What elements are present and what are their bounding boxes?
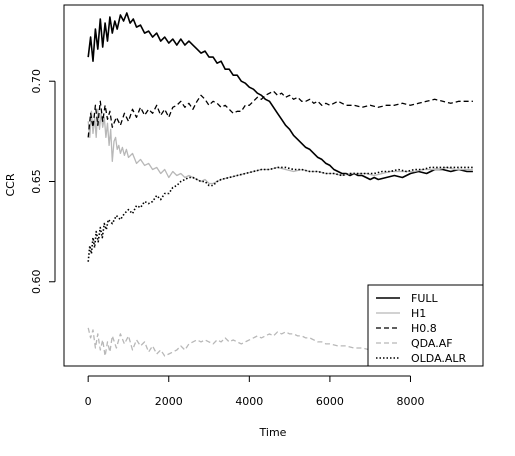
- x-tick-label: 6000: [316, 395, 344, 408]
- x-tick-label: 8000: [396, 395, 424, 408]
- y-tick-label: 0.70: [30, 69, 43, 94]
- series-line-h0-8: [87, 90, 473, 138]
- series-line-qda-af: [87, 327, 371, 357]
- x-tick-label: 0: [85, 395, 92, 408]
- legend-label: H1: [411, 307, 426, 320]
- legend: FULL H1 H0.8 QDA.AF OLDA.ALR: [367, 284, 484, 367]
- legend-label: QDA.AF: [411, 337, 453, 350]
- plot-frame: [63, 4, 484, 367]
- x-axis-label: Time: [259, 426, 287, 439]
- y-tick-label: 0.65: [30, 169, 43, 194]
- x-tick-label: 4000: [235, 395, 263, 408]
- series-line-h1: [87, 108, 473, 185]
- y-axis-label: CCR: [4, 173, 17, 196]
- legend-label: H0.8: [411, 322, 437, 335]
- y-axis: 0.60 0.65 0.70: [30, 69, 56, 295]
- legend-label: OLDA.ALR: [411, 352, 467, 365]
- x-axis: 0 2000 4000 6000 8000: [85, 375, 424, 408]
- x-tick-label: 2000: [155, 395, 183, 408]
- y-tick-label: 0.60: [30, 270, 43, 295]
- series-line-full: [87, 12, 473, 181]
- series-layer: [87, 12, 473, 357]
- legend-label: FULL: [411, 292, 439, 305]
